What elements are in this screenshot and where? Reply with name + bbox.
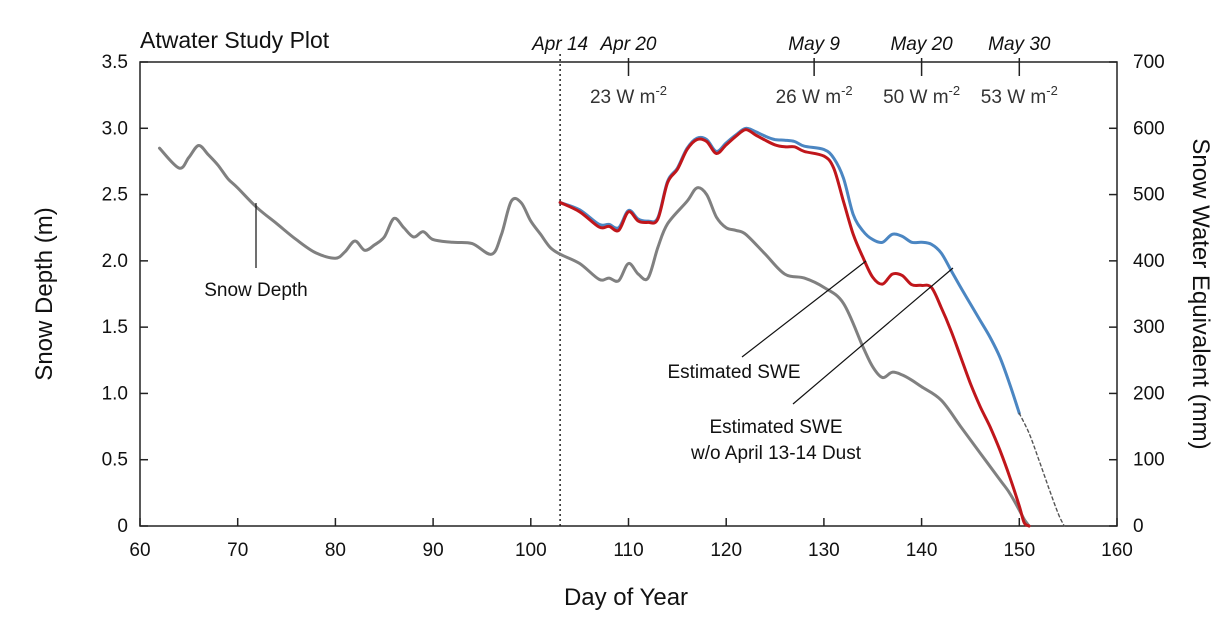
date-marker-label: May 30 <box>988 34 1051 55</box>
y-tick-label: 1.5 <box>102 317 128 338</box>
snow-depth-label: Snow Depth <box>204 280 308 301</box>
chart-title: Atwater Study Plot <box>140 27 330 53</box>
flux-label: 23 W m-2 <box>590 83 667 108</box>
y2-tick-label: 0 <box>1133 516 1144 537</box>
y2-tick-label: 700 <box>1133 52 1165 73</box>
date-markers: Apr 14 Apr 20 23 W m-2 May 9 26 W m-2 May 20 5… <box>531 34 1058 526</box>
x-tick-label: 120 <box>710 540 742 561</box>
x-tick-label: 110 <box>613 540 643 561</box>
y2-tick-label: 100 <box>1133 450 1165 471</box>
y2-tick-label: 500 <box>1133 185 1165 206</box>
dust-event-label: Apr 14 <box>531 34 588 55</box>
x-tick-label: 100 <box>515 540 547 561</box>
y-tick-label: 3.5 <box>102 52 128 73</box>
swe-nodust-label-line2: w/o April 13-14 Dust <box>690 443 862 464</box>
axis-ticks: 60 70 80 90 100 110 120 130 140 150 16000.51.01.52… <box>102 52 1165 561</box>
y-tick-label: 1.0 <box>102 383 128 404</box>
swe-label: Estimated SWE <box>667 362 800 383</box>
series-line-3 <box>1018 412 1065 527</box>
y2-axis-title: Snow Water Equivalent (mm) <box>1187 138 1214 449</box>
date-marker-label: Apr 20 <box>600 34 657 55</box>
x-tick-label: 150 <box>1003 540 1035 561</box>
y-axis-title: Snow Depth (m) <box>31 207 58 380</box>
y2-tick-label: 300 <box>1133 317 1165 338</box>
x-tick-label: 90 <box>423 540 444 561</box>
y-tick-label: 3.0 <box>102 118 128 139</box>
date-marker-label: May 20 <box>890 34 953 55</box>
flux-label: 50 W m-2 <box>883 83 960 108</box>
x-tick-label: 70 <box>227 540 248 561</box>
series-line-2 <box>558 128 1031 528</box>
y2-tick-label: 600 <box>1133 118 1165 139</box>
swe-nodust-label-line1: Estimated SWE <box>709 417 842 438</box>
series-line-0 <box>158 144 1031 528</box>
x-axis-title: Day of Year <box>564 584 688 611</box>
x-tick-label: 140 <box>906 540 938 561</box>
swe-nodust-leader <box>792 267 954 405</box>
series-group <box>158 126 1065 528</box>
y-tick-label: 2.0 <box>102 251 128 272</box>
x-tick-label: 60 <box>129 540 150 561</box>
date-marker-label: May 9 <box>788 34 840 55</box>
y-tick-label: 0.5 <box>102 450 128 471</box>
x-tick-label: 130 <box>808 540 840 561</box>
y2-tick-label: 200 <box>1133 383 1165 404</box>
y-tick-label: 2.5 <box>102 185 128 206</box>
flux-label: 26 W m-2 <box>776 83 853 108</box>
x-tick-label: 80 <box>325 540 346 561</box>
swe-leader <box>741 260 867 358</box>
y2-tick-label: 400 <box>1133 251 1165 272</box>
flux-label: 53 W m-2 <box>981 83 1058 108</box>
x-tick-label: 160 <box>1101 540 1133 561</box>
y-tick-label: 0 <box>117 516 128 537</box>
